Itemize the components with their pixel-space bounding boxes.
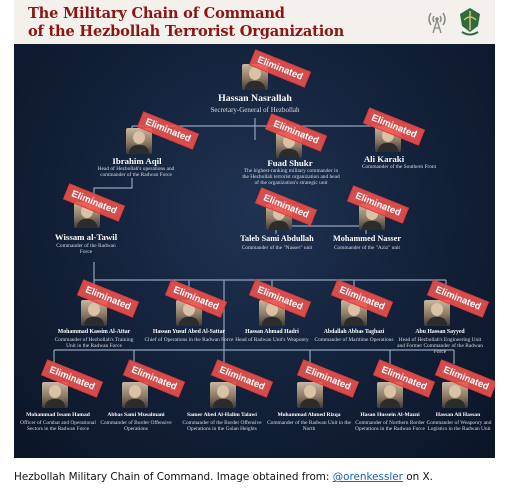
node-role: Head of Hezbollah's Engineering Unit and… <box>397 337 483 356</box>
node-name: Hassan Yusuf Abed Al-Sattar <box>152 329 226 335</box>
chart-title-line1: The Military Chain of Command <box>28 5 285 22</box>
node-name: Ibrahim Aqil <box>112 156 162 166</box>
radio-tower-logo <box>428 12 446 34</box>
node-role: Chief of Operations in the Radwan Force <box>144 337 234 343</box>
node-name: Hassan Nasrallah <box>218 93 292 104</box>
node-name: Wissam al-Tawil <box>54 232 118 242</box>
connector-row5 <box>53 280 455 364</box>
node-role: Commander of Hezbollah's Training Unit i… <box>54 337 134 350</box>
node-name: Abbas Sami Musalmani <box>107 412 165 418</box>
node-role: Commander of the Border Offensive Operat… <box>182 420 262 433</box>
caption-text: Hezbollah Military Chain of Command. Ima… <box>14 471 333 483</box>
node-name: Mohammad Issam Hamad <box>26 412 90 418</box>
node-name: Abu Hassan Sayyed <box>415 329 465 335</box>
node-role: Commander of Border Offensive Operations <box>100 420 172 433</box>
node-role: Head of Hezbollah's operations and comma… <box>97 166 175 179</box>
portrait-photo <box>297 382 323 408</box>
node-role: Commander of Northern Border Operations … <box>355 420 425 433</box>
node-name: Hassan Ali Hassan <box>435 412 481 418</box>
node-role: Commander of the Radwan Unit in the Nort… <box>267 420 351 433</box>
portrait-photo <box>424 300 450 326</box>
portrait-photo <box>122 382 148 408</box>
node-name: Fuad Shukr <box>267 158 313 168</box>
chart-title-line2: of the Hezbollah Terrorist Organization <box>28 23 344 40</box>
portrait-photo <box>126 128 152 154</box>
org-chart-figure: The Military Chain of Command of the Hez… <box>14 0 495 458</box>
node-role: Commander of the "Nasser" unit <box>241 245 313 251</box>
node-role: Commander of Weaponry and Logistics in t… <box>426 420 492 433</box>
node-role: Commander of Maritime Operations <box>314 337 394 343</box>
node-role: Secretary-General of Hezbollah <box>210 106 300 114</box>
node-role: The highest-ranking military commander i… <box>242 168 340 187</box>
node-role: Officer of Combat and Operational Sector… <box>20 420 96 433</box>
node-role: Commander of the "Aziz" unit <box>333 245 401 251</box>
node-name: Hasan Hussein Al-Mazni <box>360 412 420 418</box>
portrait-photo <box>42 382 68 408</box>
node-name: Mohammed Nasser <box>333 234 401 243</box>
node-name: Hassan Ahmad Hadri <box>245 329 299 335</box>
idf-emblem-logo <box>460 8 480 36</box>
node-role: Commander of the Radwan Force <box>56 243 116 256</box>
portrait-photo <box>210 382 236 408</box>
caption-suffix: on X. <box>402 471 433 483</box>
chart-header: The Military Chain of Command of the Hez… <box>14 0 495 44</box>
node-name: Mohammad Kassim Al-Attar <box>57 329 131 335</box>
node-role: Head of Radwan Unit's Weaponry <box>235 337 309 343</box>
node-name: Mohammad Ahmed Rizqa <box>277 412 341 418</box>
node-name: Ali Karaki <box>363 154 405 164</box>
node-name: Abdallah Abbas Taghazi <box>323 329 385 335</box>
caption-link[interactable]: @orenkessler <box>332 471 403 483</box>
node-name: Taleb Sami Abdullah <box>240 234 314 243</box>
figure-caption: Hezbollah Military Chain of Command. Ima… <box>14 471 433 483</box>
node-role: Commander of the Southern Front <box>361 164 437 170</box>
node-name: Samer Abed Al-Halim Talawi <box>187 412 257 418</box>
portrait-photo <box>377 382 403 408</box>
